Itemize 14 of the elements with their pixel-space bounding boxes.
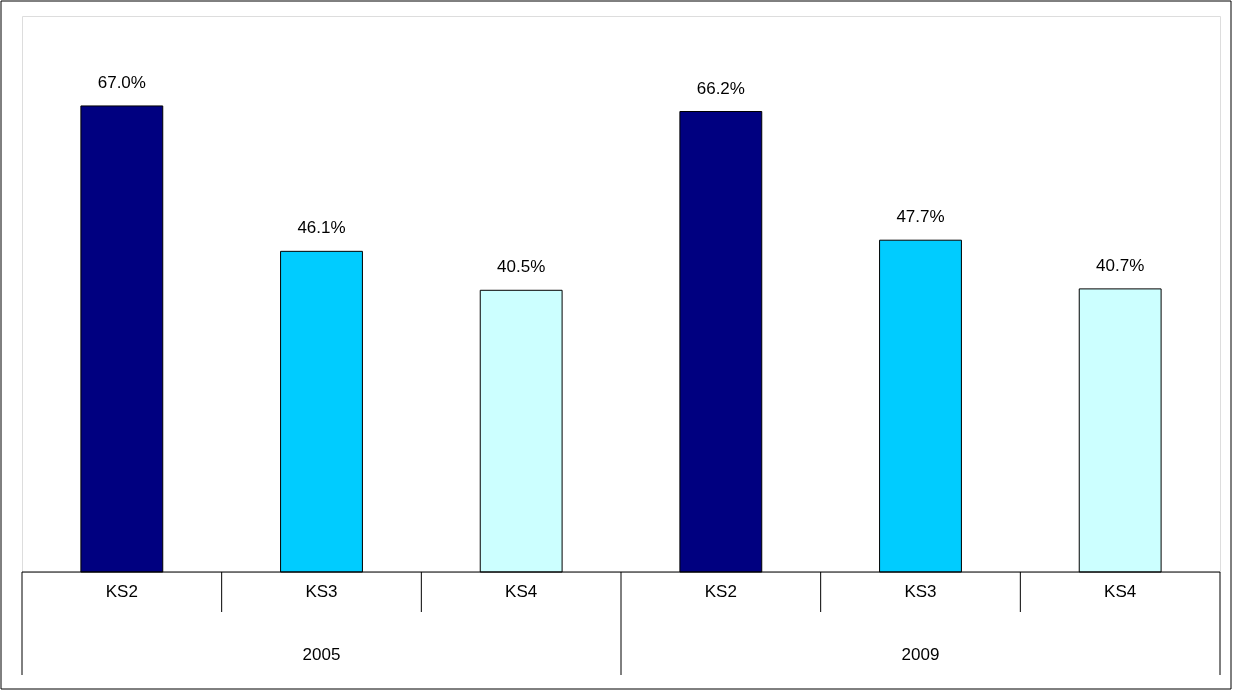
x-tick-label: KS2 xyxy=(704,582,737,601)
x-tick-label: KS2 xyxy=(105,582,138,601)
data-label: 66.2% xyxy=(696,78,745,98)
data-label: 40.5% xyxy=(497,257,546,277)
text: 2009 xyxy=(901,645,940,664)
x-tick-label: KS3 xyxy=(904,582,937,601)
text: 2005 xyxy=(302,645,341,664)
data-label: 46.1% xyxy=(297,218,346,238)
x-tick-label: KS3 xyxy=(305,582,338,601)
x-tick-label: KS4 xyxy=(505,582,538,601)
data-label: 47.7% xyxy=(896,207,945,227)
x-tick-label: KS4 xyxy=(1104,582,1137,601)
data-label: 40.7% xyxy=(1096,255,1145,275)
data-label: 67.0% xyxy=(97,72,146,92)
